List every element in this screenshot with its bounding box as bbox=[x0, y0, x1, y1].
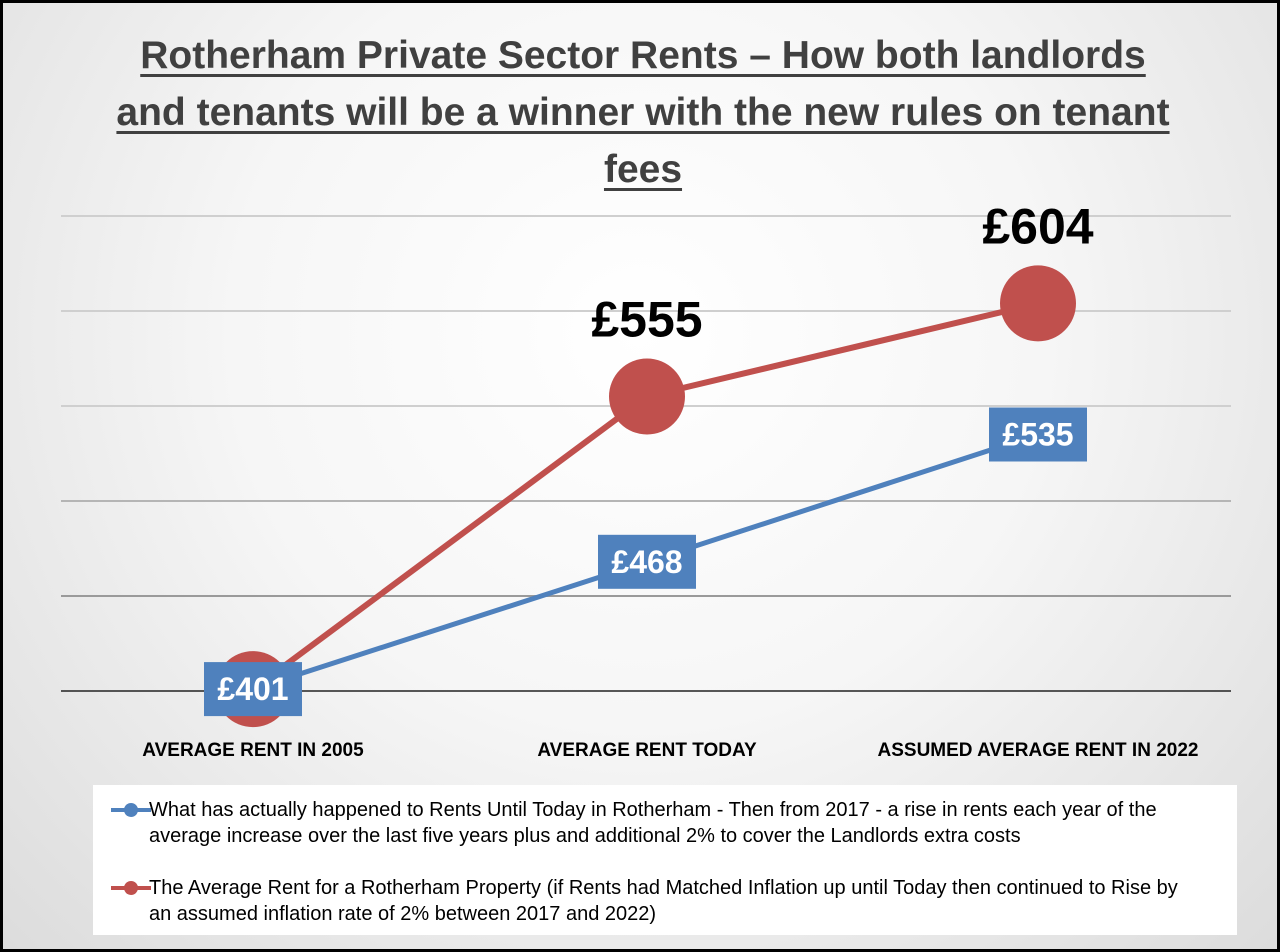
x-tick-label: AVERAGE RENT TODAY bbox=[537, 740, 757, 761]
legend-marker-red bbox=[124, 881, 138, 895]
red-data-label: £604 bbox=[982, 198, 1093, 254]
legend: What has actually happened to Rents Unti… bbox=[93, 785, 1237, 935]
legend-swatch-red bbox=[111, 881, 151, 895]
blue-label-box bbox=[204, 662, 302, 717]
line-chart: £555 £604 £401 £468 £535 AVERAGE RENT IN 200… bbox=[61, 198, 1231, 761]
blue-data-label: £401 bbox=[217, 671, 288, 707]
red-point-marker bbox=[609, 358, 685, 435]
x-tick-label: ASSUMED AVERAGE RENT IN 2022 bbox=[878, 740, 1199, 761]
legend-swatch-blue bbox=[111, 803, 151, 817]
blue-data-label: £468 bbox=[611, 544, 682, 580]
red-point-marker bbox=[1000, 265, 1076, 342]
legend-label-blue: What has actually happened to Rents Unti… bbox=[149, 799, 1157, 847]
blue-data-label: £535 bbox=[1002, 417, 1073, 453]
legend-marker-blue bbox=[124, 803, 138, 817]
blue-label-box bbox=[598, 534, 696, 589]
data-marks: £555 £604 £401 £468 £535 bbox=[204, 198, 1094, 728]
red-data-label: £555 bbox=[591, 292, 702, 348]
chart-title: Rotherham Private Sector Rents – How bot… bbox=[116, 34, 1170, 191]
x-tick-label: AVERAGE RENT IN 2005 bbox=[142, 740, 364, 761]
x-axis-labels: AVERAGE RENT IN 2005 AVERAGE RENT TODAY AS… bbox=[142, 740, 1198, 761]
blue-label-box bbox=[989, 407, 1087, 462]
legend-label-red: The Average Rent for a Rotherham Propert… bbox=[149, 877, 1178, 925]
